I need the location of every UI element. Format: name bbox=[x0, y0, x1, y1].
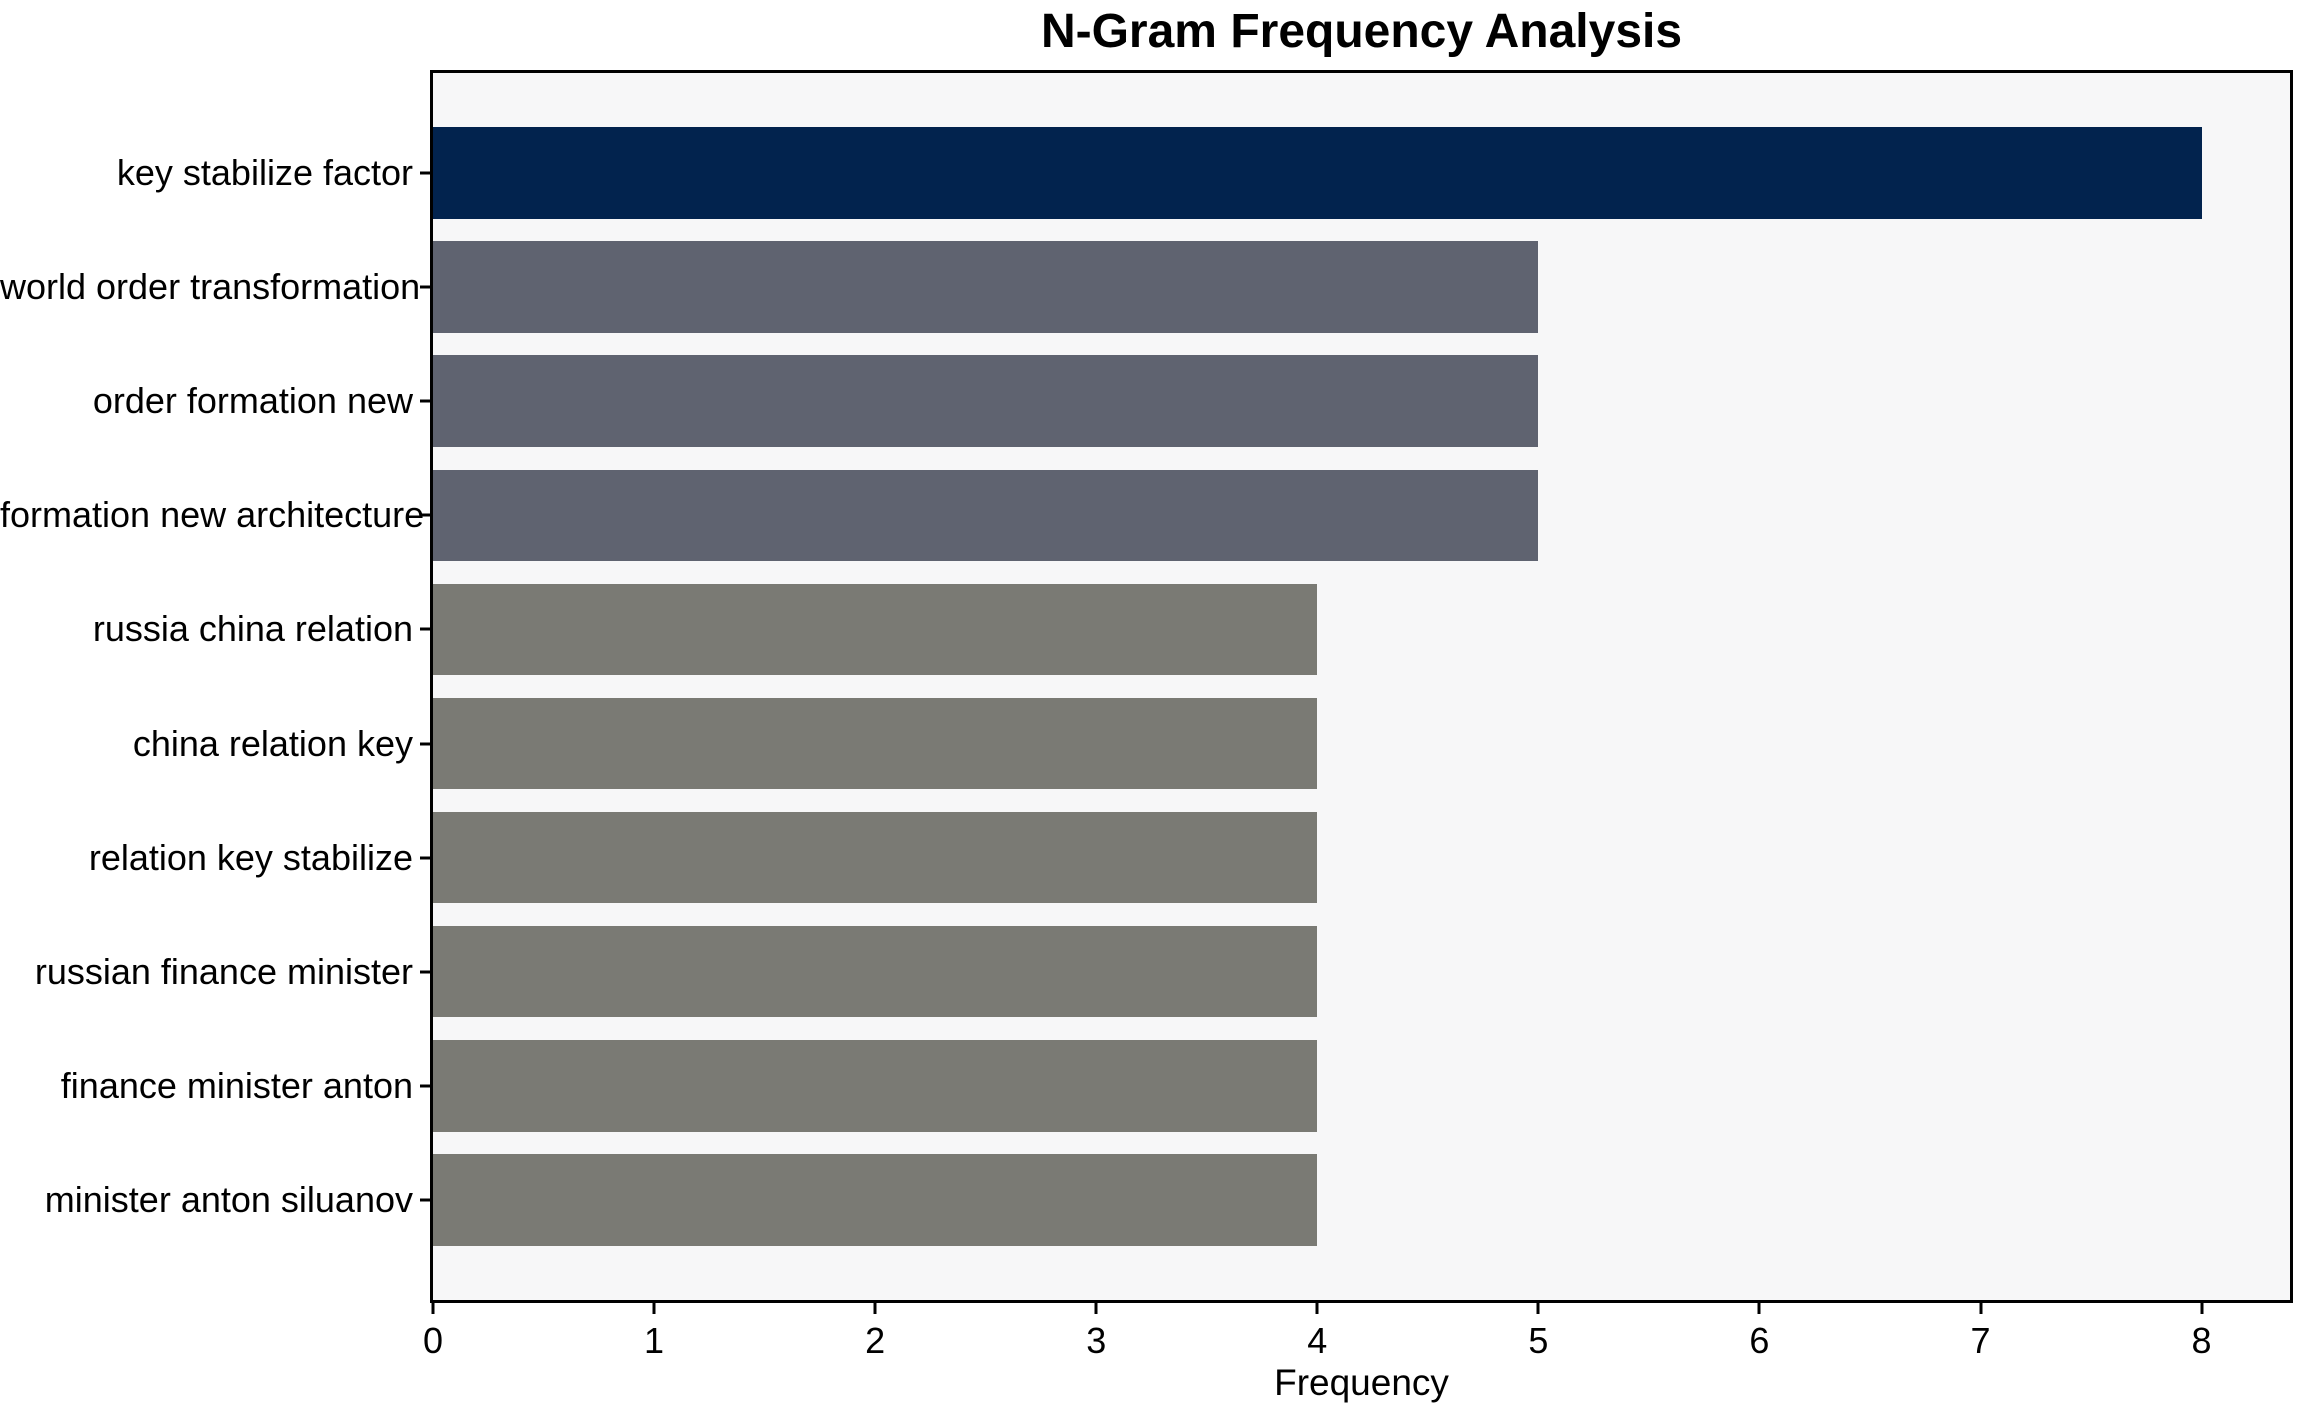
y-tick-mark bbox=[420, 856, 430, 860]
x-tick-mark bbox=[1536, 1303, 1540, 1314]
x-tick-mark bbox=[2200, 1303, 2204, 1314]
y-tick-mark bbox=[420, 627, 430, 631]
bar-9 bbox=[433, 1040, 1318, 1132]
bar-10 bbox=[433, 1154, 1318, 1246]
y-tick-label: finance minister anton bbox=[60, 1064, 413, 1106]
y-tick-label: key stabilize factor bbox=[116, 151, 413, 193]
y-tick-label: order formation new bbox=[92, 380, 413, 422]
x-tick-mark bbox=[1757, 1303, 1761, 1314]
x-tick-label: 0 bbox=[422, 1320, 444, 1361]
bar-5 bbox=[433, 583, 1318, 676]
y-tick-label: formation new architecture bbox=[0, 494, 425, 536]
y-tick-mark bbox=[420, 970, 430, 974]
x-tick-label: 3 bbox=[1086, 1320, 1107, 1361]
x-tick-label: 4 bbox=[1307, 1320, 1328, 1361]
y-tick-label: china relation key bbox=[132, 722, 413, 764]
x-tick-label: 2 bbox=[865, 1320, 886, 1361]
y-tick-mark bbox=[420, 742, 430, 746]
bar-8 bbox=[433, 926, 1318, 1018]
y-tick-label: world order transformation bbox=[0, 266, 421, 307]
y-tick-mark bbox=[420, 1084, 430, 1088]
x-tick-label: 6 bbox=[1749, 1320, 1770, 1361]
x-tick-mark bbox=[1979, 1303, 1982, 1314]
x-tick-label: 5 bbox=[1528, 1320, 1549, 1361]
bar-3 bbox=[433, 355, 1539, 447]
x-tick-mark bbox=[873, 1303, 877, 1314]
x-tick-mark bbox=[1315, 1303, 1319, 1314]
bar-2 bbox=[433, 241, 1539, 333]
x-tick-mark bbox=[1094, 1303, 1098, 1314]
bar-7 bbox=[433, 812, 1318, 904]
plot-area bbox=[430, 70, 2293, 1303]
y-tick-mark bbox=[420, 171, 430, 175]
chart-title: N-Gram Frequency Analysis bbox=[1040, 5, 1683, 58]
y-tick-label: minister anton siluanov bbox=[44, 1179, 413, 1221]
y-tick-label: relation key stabilize bbox=[88, 836, 413, 878]
y-tick-mark bbox=[420, 399, 430, 403]
x-tick-label: 1 bbox=[644, 1320, 665, 1361]
bar-1 bbox=[433, 127, 2202, 219]
x-tick-mark bbox=[431, 1303, 435, 1314]
x-tick-mark bbox=[652, 1303, 656, 1314]
y-tick-mark bbox=[420, 513, 430, 517]
bar-6 bbox=[433, 697, 1318, 790]
x-axis-label: Frequency bbox=[1274, 1362, 1449, 1403]
y-tick-mark bbox=[420, 1198, 430, 1202]
bar-4 bbox=[433, 469, 1539, 561]
x-tick-label: 7 bbox=[1970, 1320, 1991, 1361]
y-tick-label: russian finance minister bbox=[34, 950, 413, 992]
y-tick-label: russia china relation bbox=[92, 608, 413, 650]
x-tick-label: 8 bbox=[2191, 1320, 2212, 1361]
y-tick-mark bbox=[420, 285, 430, 289]
